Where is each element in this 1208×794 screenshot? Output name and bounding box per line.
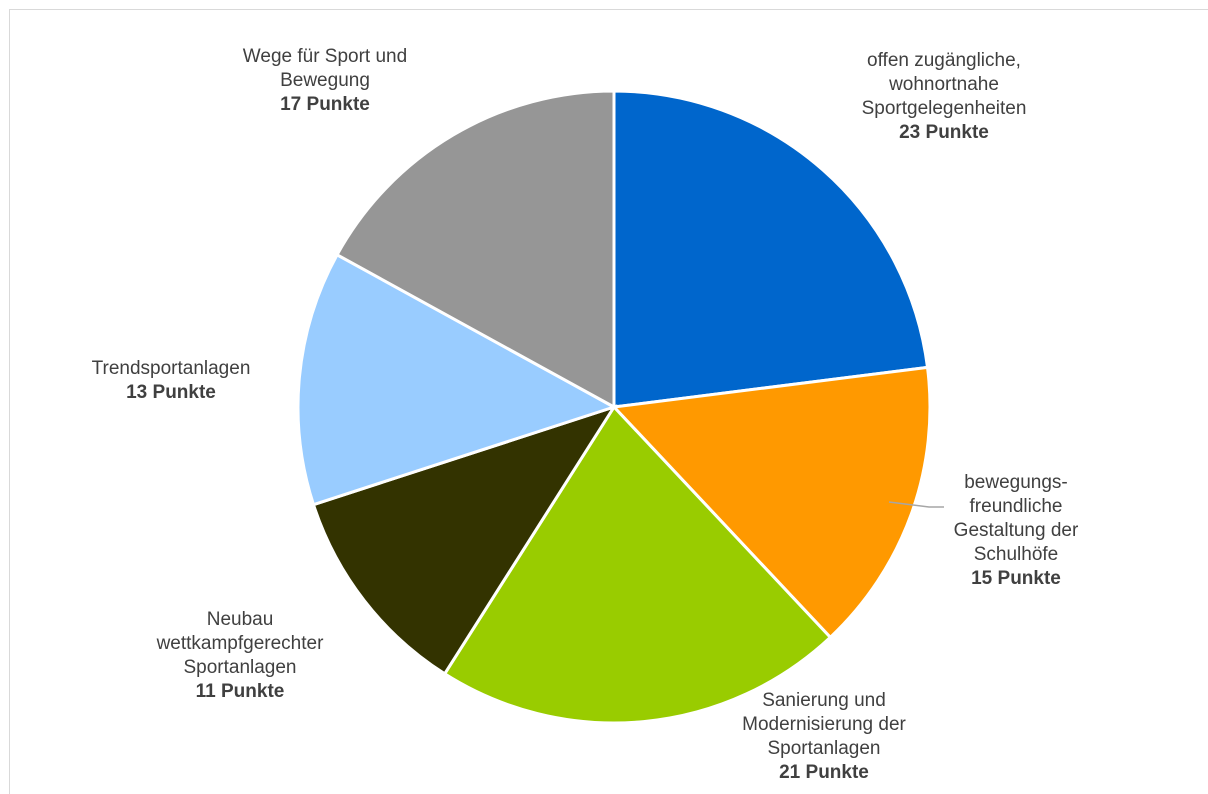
slice-label-line: offen zugängliche, (867, 50, 1021, 71)
slice-label-1: offen zugängliche, wohnortnahe Sportgelege… (862, 50, 1027, 143)
slice-label-line: Sportanlagen (183, 657, 296, 678)
slice-label-4: Neubau wettkampfgerechter Sportanlagen 11 P… (156, 609, 325, 702)
slice-label-line: wettkampfgerechter (156, 633, 325, 654)
pie-slices (296, 89, 932, 725)
slice-label-line: Schulhöfe (974, 544, 1059, 565)
slice-value-label: 17 Punkte (280, 94, 370, 115)
pie-slice-2 (610, 365, 932, 640)
slice-value-label: 13 Punkte (126, 382, 216, 403)
slice-label-line: Sportgelegenheiten (862, 98, 1027, 119)
slice-labels: offen zugängliche, wohnortnahe Sportgelege… (92, 46, 1079, 783)
pie-slice-3 (442, 404, 833, 725)
slice-label-line: Sportanlagen (767, 738, 880, 759)
slice-label-6: Wege für Sport und Bewegung 17 Punkte (243, 46, 407, 115)
pie-slice-5 (296, 252, 618, 507)
pie-slice-4 (311, 404, 618, 676)
slice-label-line: Bewegung (280, 70, 370, 91)
slice-label-line: Wege für Sport und (243, 46, 407, 67)
slice-value-label: 21 Punkte (779, 762, 869, 783)
slice-value-label: 23 Punkte (899, 122, 989, 143)
slice-label-3: Sanierung und Modernisierung der Sportanla… (742, 690, 906, 783)
slice-value-label: 15 Punkte (971, 568, 1061, 589)
pie-slice-1 (612, 89, 930, 409)
slice-label-line: Neubau (207, 609, 274, 630)
slice-label-2: bewegungs-freundliche Gestaltung der Schul… (954, 472, 1079, 589)
slice-label-line: freundliche (970, 496, 1063, 517)
pie-slice-6 (335, 89, 616, 410)
slice-label-line: Modernisierung der (742, 714, 906, 735)
slice-value-label: 11 Punkte (196, 681, 285, 702)
slice-label-line: Trendsportanlagen (92, 358, 251, 379)
slice-label-5: Trendsportanlagen 13 Punkte (92, 358, 251, 403)
slice-label-line: Sanierung und (762, 690, 886, 711)
slice-label-line: bewegungs- (964, 472, 1068, 493)
slice-label-line: Gestaltung der (954, 520, 1079, 541)
leader-lines (888, 501, 944, 508)
leader-line (888, 501, 944, 508)
slice-label-line: wohnortnahe (888, 74, 999, 95)
